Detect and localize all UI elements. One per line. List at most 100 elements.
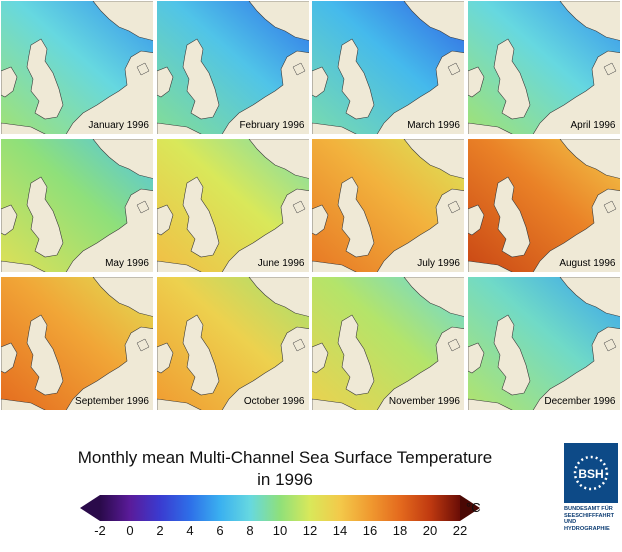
sst-map	[1, 1, 153, 134]
ireland-land	[312, 204, 329, 236]
month-label: June 1996	[257, 258, 305, 269]
month-label: July 1996	[417, 258, 460, 269]
month-map-panel: November 1996	[311, 276, 465, 411]
norway-land	[92, 1, 153, 41]
norway-land	[403, 139, 464, 179]
continent-land	[532, 188, 620, 272]
danish-islands	[292, 338, 305, 352]
ireland-land	[467, 342, 484, 374]
norway-land	[248, 277, 309, 317]
month-label: January 1996	[88, 120, 149, 131]
sst-map-grid: January 1996 February 1996 March 1996 April…	[0, 0, 621, 411]
great-britain-land	[493, 176, 530, 258]
sst-map	[312, 277, 464, 410]
continent-land	[221, 50, 309, 134]
danish-islands	[603, 200, 616, 214]
ireland-land	[156, 204, 173, 236]
month-label: August 1996	[559, 258, 616, 269]
month-label: March 1996	[407, 120, 460, 131]
danish-islands	[447, 62, 461, 76]
colorbar-tick-label: 4	[186, 523, 194, 538]
danish-islands	[292, 200, 305, 214]
continent-land	[376, 188, 464, 272]
france-land	[1, 260, 46, 272]
bsh-organisation-name: BUNDESAMT FÜR SEESCHIFFFAHRT UND HYDROGR…	[564, 506, 615, 532]
colorbar-tick-label: 8	[246, 523, 254, 538]
month-map-panel: April 1996	[466, 0, 621, 135]
danish-islands	[447, 338, 461, 352]
ireland-land	[1, 204, 18, 236]
great-britain-land	[337, 176, 375, 258]
month-map-panel: August 1996	[466, 138, 621, 273]
colorbar-gradient	[100, 495, 460, 521]
great-britain-land	[337, 38, 375, 120]
sst-map	[156, 277, 309, 410]
ireland-land	[312, 66, 329, 98]
colorbar-low-arrow	[80, 495, 100, 521]
france-land	[1, 122, 46, 134]
ireland-land	[312, 342, 329, 374]
danish-islands	[136, 62, 150, 76]
title-line-2: in 1996	[257, 470, 313, 489]
danish-islands	[447, 200, 461, 214]
month-map-panel: February 1996	[155, 0, 310, 135]
ireland-land	[156, 342, 173, 374]
ireland-land	[467, 66, 484, 98]
month-label: May 1996	[105, 258, 149, 269]
continent-land	[532, 50, 620, 134]
month-map-panel: July 1996	[311, 138, 465, 273]
great-britain-land	[493, 38, 530, 120]
month-map-panel: June 1996	[155, 138, 310, 273]
danish-islands	[136, 338, 150, 352]
unit-label: °C	[466, 500, 481, 515]
bsh-logo-text: BSH	[578, 467, 603, 481]
norway-land	[403, 277, 464, 317]
france-land	[467, 398, 513, 410]
month-map-panel: January 1996	[0, 0, 154, 135]
great-britain-land	[337, 314, 375, 396]
sst-map	[1, 277, 153, 410]
colorbar-tick-label: 22	[452, 523, 468, 538]
ireland-land	[1, 66, 18, 98]
month-map-panel: December 1996	[466, 276, 621, 411]
france-land	[312, 122, 357, 134]
danish-islands	[292, 62, 305, 76]
great-britain-land	[26, 176, 64, 258]
france-land	[156, 122, 202, 134]
continent-land	[376, 326, 464, 410]
continent-land	[221, 188, 309, 272]
france-land	[156, 260, 202, 272]
month-label: September 1996	[75, 396, 149, 407]
title-line-1: Monthly mean Multi-Channel Sea Surface T…	[77, 448, 493, 467]
sst-map	[156, 1, 309, 134]
great-britain-land	[493, 314, 530, 396]
ireland-land	[1, 342, 18, 374]
continent-land	[376, 50, 464, 134]
continent-land	[65, 326, 153, 410]
great-britain-land	[182, 176, 219, 258]
colorbar-tick-label: 12	[302, 523, 318, 538]
norway-land	[559, 139, 620, 179]
norway-land	[403, 1, 464, 41]
month-map-panel: September 1996	[0, 276, 154, 411]
colorbar-tick-label: -2	[94, 523, 106, 538]
bsh-logo: BSH BUNDESAMT FÜR SEESCHIFFFAHRT UND HYD…	[564, 443, 618, 545]
sst-map	[312, 139, 464, 272]
great-britain-land	[26, 314, 64, 396]
colorbar-tick-label: 10	[272, 523, 288, 538]
great-britain-land	[182, 314, 219, 396]
continent-land	[65, 188, 153, 272]
france-land	[312, 260, 357, 272]
month-label: December 1996	[544, 396, 616, 407]
ireland-land	[156, 66, 173, 98]
danish-islands	[603, 338, 616, 352]
bsh-logo-mark: BSH	[564, 443, 618, 503]
continent-land	[65, 50, 153, 134]
month-label: November 1996	[388, 396, 460, 407]
colorbar-tick-label: 20	[422, 523, 438, 538]
france-land	[312, 398, 357, 410]
continent-land	[221, 326, 309, 410]
france-land	[1, 398, 46, 410]
sst-map	[312, 1, 464, 134]
france-land	[156, 398, 202, 410]
